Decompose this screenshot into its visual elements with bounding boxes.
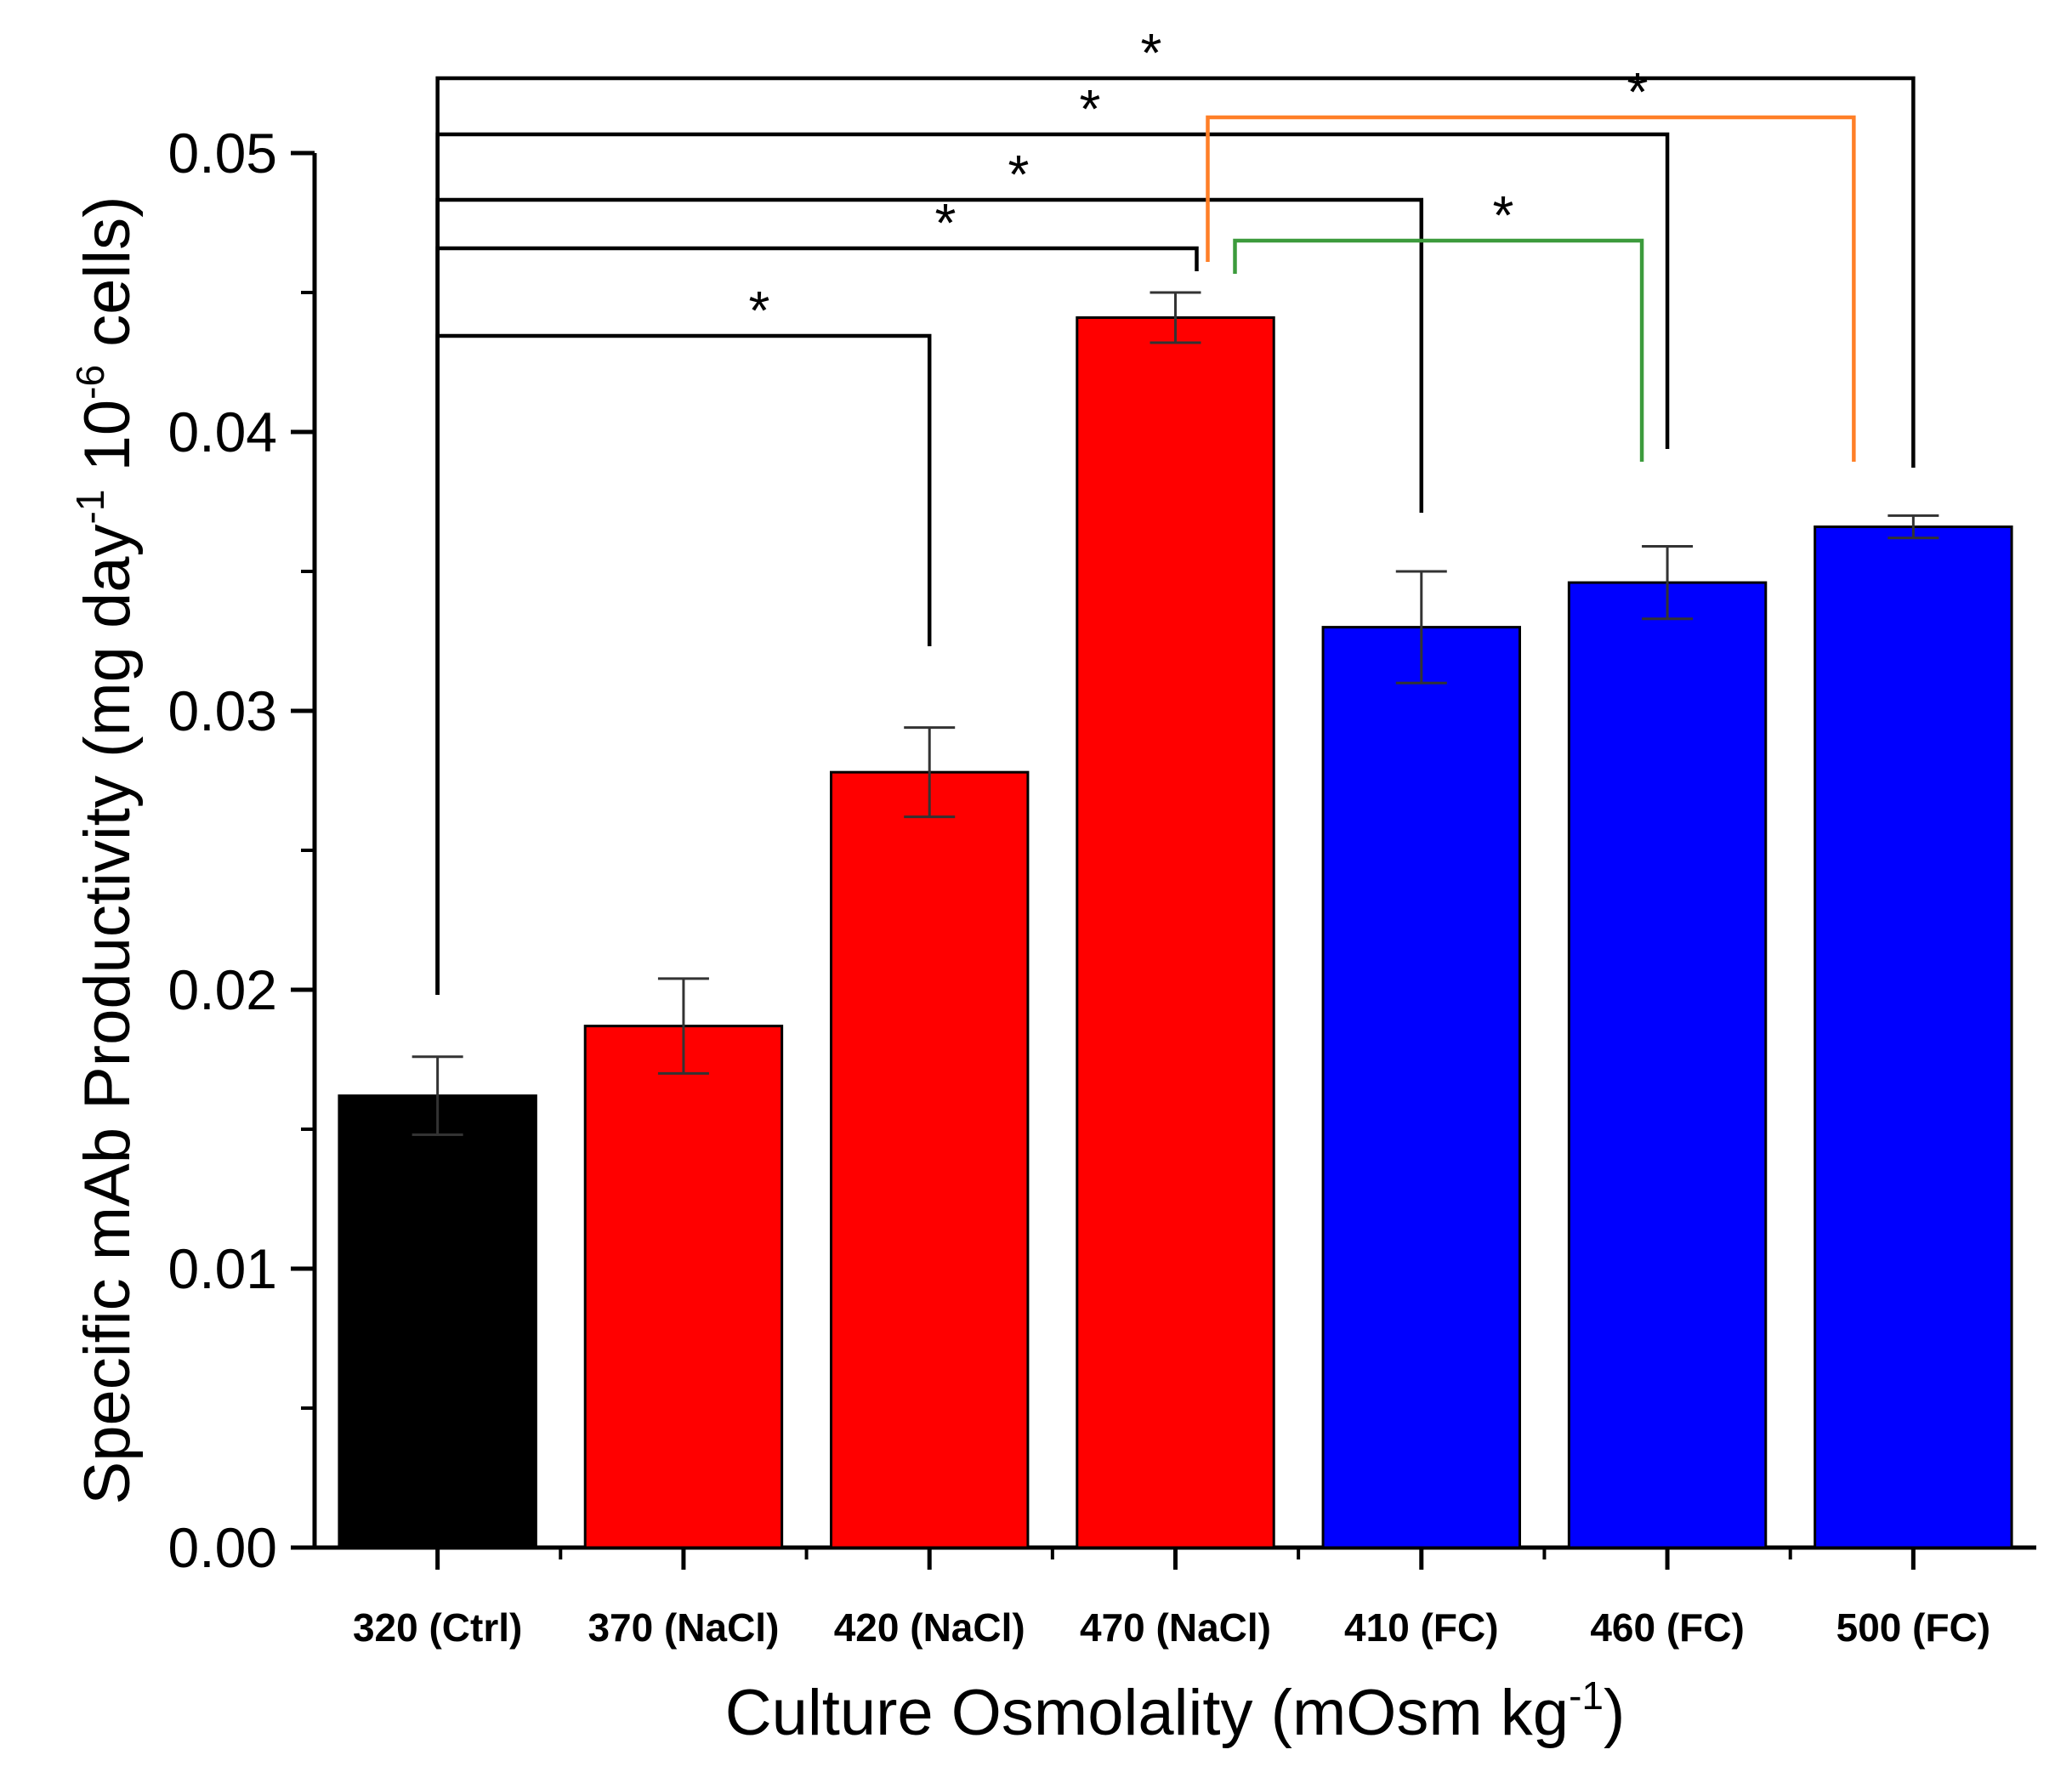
x-axis-title: Culture Osmolality (mOsm kg-1)	[725, 1673, 1626, 1749]
x-tick-label: 420 (NaCl)	[834, 1605, 1025, 1650]
y-axis-title-sup2: -6	[68, 365, 112, 400]
significance-star: *	[935, 192, 957, 253]
significance-brackets: * * * * * * *	[435, 22, 1916, 995]
y-tick-label: 0.05	[168, 122, 277, 185]
x-axis-title-end: )	[1604, 1677, 1625, 1749]
bar	[1567, 581, 1768, 1549]
significance-star: *	[1493, 185, 1514, 246]
x-tick-label: 470 (NaCl)	[1080, 1605, 1271, 1650]
x-tick-label: 500 (FC)	[1836, 1605, 1990, 1650]
error-bars	[412, 291, 1939, 1137]
bar	[1814, 525, 2013, 1549]
y-axis-title-part1: Specific mAb Productivity (mg day	[71, 524, 144, 1504]
y-axis-title-sup1: -1	[68, 490, 112, 525]
x-tick-label: 320 (Ctrl)	[353, 1605, 522, 1650]
bar	[1076, 316, 1275, 1549]
y-axis-title-part3: cells)	[71, 196, 144, 365]
significance-star: *	[1080, 78, 1101, 139]
significance-bracket	[435, 76, 1916, 995]
bar	[1321, 626, 1521, 1549]
y-axis-ticks: 0.00 0.01 0.02 0.03 0.04 0.05	[168, 122, 315, 1579]
significance-bracket	[1233, 238, 1644, 462]
y-tick-label: 0.02	[168, 958, 277, 1021]
significance-star: *	[749, 280, 770, 341]
bar	[830, 770, 1030, 1549]
bar	[338, 1094, 537, 1549]
bars	[338, 316, 2013, 1549]
x-axis-ticks: 320 (Ctrl) 370 (NaCl) 420 (NaCl) 470 (NaCl)…	[353, 1548, 1990, 1650]
x-axis-title-main: Culture Osmolality (mOsm kg	[725, 1677, 1569, 1749]
bar	[583, 1025, 784, 1549]
y-axis-title-part2: 10	[71, 400, 144, 490]
significance-star: *	[1008, 144, 1030, 205]
significance-star: *	[1627, 61, 1649, 122]
y-tick-label: 0.04	[168, 400, 277, 463]
significance-star: *	[1141, 22, 1162, 83]
y-tick-label: 0.03	[168, 679, 277, 742]
x-axis-title-sup: -1	[1569, 1673, 1604, 1718]
significance-bracket	[1206, 115, 1856, 462]
y-axis-title: Specific mAb Productivity (mg day-1 10-6…	[68, 196, 144, 1505]
y-tick-label: 0.00	[168, 1516, 277, 1579]
x-tick-label: 410 (FC)	[1344, 1605, 1498, 1650]
x-tick-label: 370 (NaCl)	[588, 1605, 779, 1650]
y-tick-label: 0.01	[168, 1237, 277, 1300]
x-tick-label: 460 (FC)	[1590, 1605, 1744, 1650]
